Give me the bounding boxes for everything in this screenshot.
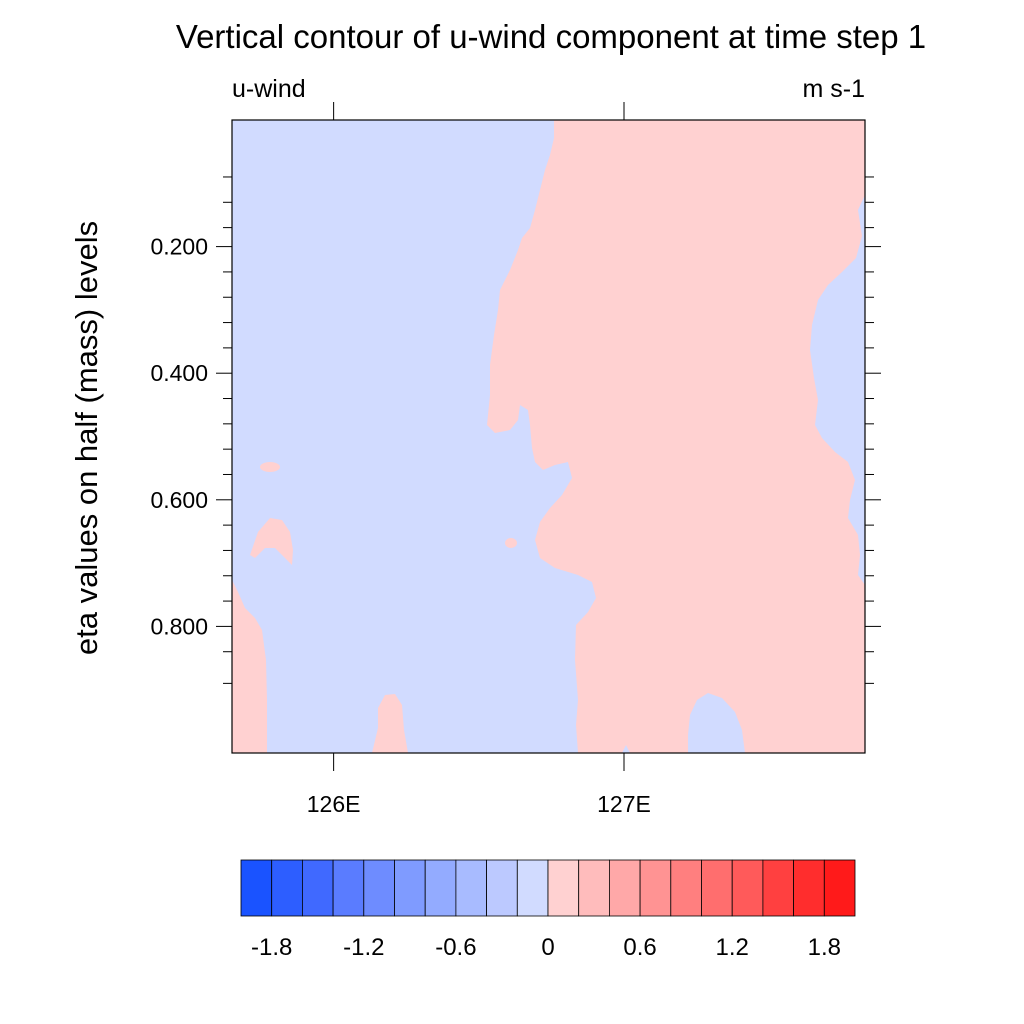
- left-string: u-wind: [232, 75, 306, 103]
- colorbar-box: [394, 859, 426, 917]
- y-axis-ticks: 0.200 0.400 0.600 0.800: [150, 176, 881, 684]
- y-tick-label: 0.600: [150, 487, 208, 513]
- colorbar-box: [424, 859, 457, 917]
- positive-region-dot-west: [260, 462, 280, 472]
- x-tick-label: 126E: [307, 791, 361, 817]
- colorbar-box: [670, 859, 702, 917]
- positive-regions: [232, 120, 865, 753]
- plot-border: [231, 119, 866, 754]
- x-tick-label: 127E: [597, 791, 651, 817]
- colorbar-box: [301, 859, 334, 917]
- colorbar-box: [731, 859, 764, 917]
- colorbar-tick-label: 0.6: [623, 934, 656, 961]
- colorbar-box: [823, 859, 856, 917]
- colorbar-box: [609, 859, 641, 917]
- chart-title: Vertical contour of u-wind component at …: [176, 18, 926, 55]
- colorbar-box: [547, 859, 580, 917]
- colorbar-tick-label: 1.8: [808, 934, 841, 961]
- colorbar-box: [240, 859, 273, 917]
- colorbar-box: [455, 859, 487, 917]
- colorbar-tick-label: 0: [541, 934, 554, 961]
- colorbar-box: [793, 859, 825, 917]
- positive-region-blob-west: [250, 518, 293, 565]
- colorbar-box: [578, 859, 610, 917]
- positive-region-east: [487, 120, 865, 753]
- positive-region-bottom-mid: [372, 694, 408, 753]
- colorbar-box: [486, 859, 518, 917]
- y-axis-label: eta values on half (mass) levels: [69, 221, 104, 655]
- colorbar-box: [762, 859, 795, 917]
- y-tick-label: 0.800: [150, 613, 208, 639]
- y-tick-label: 0.200: [150, 234, 208, 260]
- colorbar-box: [516, 859, 549, 917]
- positive-region-dot-mid: [505, 538, 517, 548]
- colorbar-tick-label: -0.6: [435, 934, 476, 961]
- colorbar-tick-label: -1.8: [251, 934, 292, 961]
- colorbar-box: [639, 859, 672, 917]
- colorbar-tick-label: 1.2: [716, 934, 749, 961]
- colorbar-tick-label: -1.2: [343, 934, 384, 961]
- colorbar: -1.8 -1.2 -0.6 0 0.6 1.2 1.8: [240, 859, 856, 961]
- right-string: m s-1: [803, 75, 866, 103]
- plot-area: 0.200 0.400 0.600 0.800 126E 127E: [150, 102, 881, 817]
- y-tick-label: 0.400: [150, 360, 208, 386]
- x-axis-ticks: 126E 127E: [307, 102, 651, 817]
- positive-region-southwest: [232, 580, 267, 753]
- colorbar-box: [363, 859, 395, 917]
- colorbar-box: [332, 859, 365, 917]
- colorbar-box: [701, 859, 733, 917]
- colorbar-box: [271, 859, 303, 917]
